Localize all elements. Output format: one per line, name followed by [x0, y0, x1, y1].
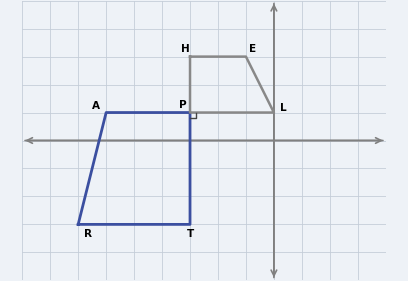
Text: L: L [279, 103, 286, 112]
Text: P: P [179, 100, 187, 110]
Text: R: R [84, 229, 92, 239]
Text: H: H [181, 44, 189, 54]
Text: E: E [249, 44, 257, 54]
Text: T: T [186, 229, 194, 239]
Text: A: A [92, 101, 100, 110]
